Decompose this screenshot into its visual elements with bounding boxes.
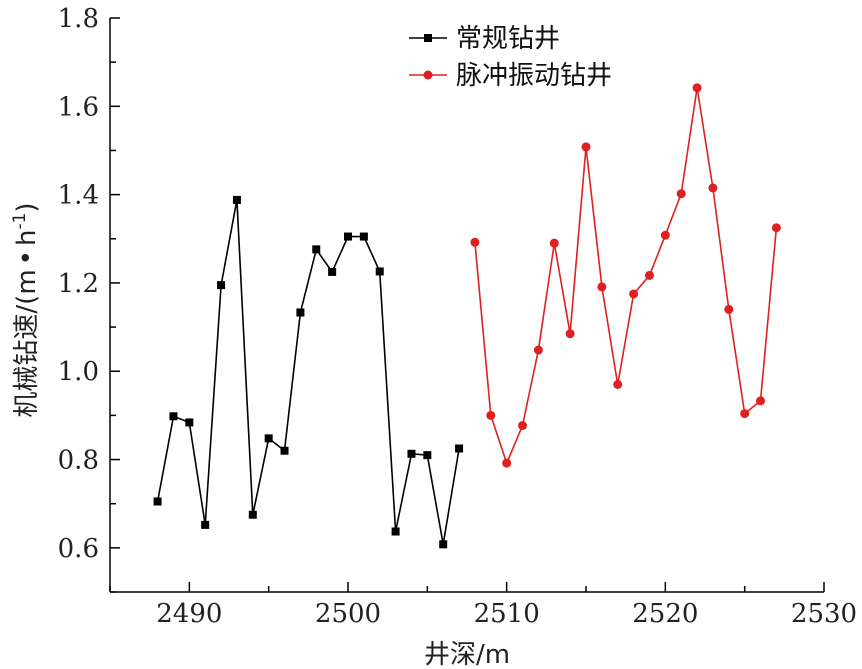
series-1-point: [613, 379, 623, 389]
series-1-point: [518, 421, 528, 431]
series-1-point: [644, 270, 654, 280]
x-tick-label: 2520: [632, 599, 698, 629]
series-0-point: [153, 497, 162, 506]
y-ticks: 0.6 0.8 1.0 1.2 1.4 1.6 1.8: [58, 4, 120, 593]
series-0-point: [232, 195, 241, 204]
x-tick-label: 2510: [474, 599, 540, 629]
y-axis-title-main: 机械钻速/(m: [12, 269, 42, 417]
series-0-point: [201, 520, 210, 529]
series-0-point: [312, 245, 321, 254]
series-0-point: [328, 267, 337, 276]
x-axis-title: 井深/m: [424, 640, 510, 669]
legend-label-series-1: 脉冲振动钻井: [456, 61, 612, 91]
y-tick-label: 1.8: [58, 4, 99, 34]
series-1-point: [533, 345, 543, 355]
y-axis-title-h: h: [12, 230, 42, 246]
series-1-point: [771, 223, 781, 233]
series-0-point: [407, 449, 416, 458]
y-tick-label: 1.0: [58, 357, 99, 387]
series-1-point: [565, 329, 575, 339]
series-line-0: [156, 199, 460, 545]
series-0-point: [185, 418, 194, 427]
y-tick-label: 1.2: [58, 269, 99, 299]
series-0-point: [248, 510, 257, 519]
y-tick-label: 0.8: [58, 446, 99, 476]
x-tick-label: 2530: [791, 599, 857, 629]
legend: 常规钻井 脉冲振动钻井: [409, 24, 612, 91]
x-tick-label: 2500: [315, 599, 381, 629]
series-1-point: [470, 237, 480, 247]
y-axis-title-close: ): [12, 202, 42, 212]
series-1-point: [581, 142, 591, 152]
y-axis-title: 机械钻速/(m • h-1): [10, 202, 42, 417]
legend-item-series-1: 脉冲振动钻井: [409, 61, 612, 91]
series-1-point: [629, 289, 639, 299]
series-1-point: [660, 230, 670, 240]
series-1-point: [676, 189, 686, 199]
y-tick-label: 1.6: [58, 92, 99, 122]
series-line-1: [474, 87, 778, 466]
y-tick-label: 0.6: [58, 534, 99, 564]
series-1-point: [502, 458, 512, 468]
series-0-point: [169, 412, 178, 421]
series-1-point: [692, 83, 702, 93]
series-1-point: [724, 304, 734, 314]
x-tick-label: 2490: [156, 599, 222, 629]
series-0-point: [391, 527, 400, 536]
series-0-point: [455, 444, 464, 453]
series-1-point: [756, 396, 766, 406]
series-0-point: [296, 308, 305, 317]
series-0-point: [344, 232, 352, 241]
y-tick-label: 1.4: [58, 181, 99, 211]
series-1-point: [708, 183, 718, 193]
series-1-point: [740, 409, 750, 419]
series-layer: [153, 83, 781, 549]
series-0-point: [439, 540, 448, 549]
series-0-point: [264, 434, 273, 443]
legend-label-series-0: 常规钻井: [456, 24, 560, 54]
series-0-point: [280, 446, 289, 455]
legend-marker-series-1: [423, 70, 433, 80]
legend-marker-series-0: [424, 34, 432, 42]
series-0-point: [217, 281, 226, 290]
series-0-point: [423, 451, 432, 460]
legend-item-series-0: 常规钻井: [409, 24, 560, 54]
series-0-point: [375, 267, 384, 276]
x-ticks: 2490 2500 2510 2520 2530: [109, 582, 857, 629]
y-axis-title-dot: •: [12, 250, 42, 265]
series-0-point: [359, 232, 368, 241]
axes: [109, 18, 824, 593]
series-1-point: [486, 410, 496, 420]
y-axis-title-exponent: -1: [10, 213, 30, 230]
series-1-point: [597, 282, 607, 292]
series-1-point: [549, 238, 559, 248]
